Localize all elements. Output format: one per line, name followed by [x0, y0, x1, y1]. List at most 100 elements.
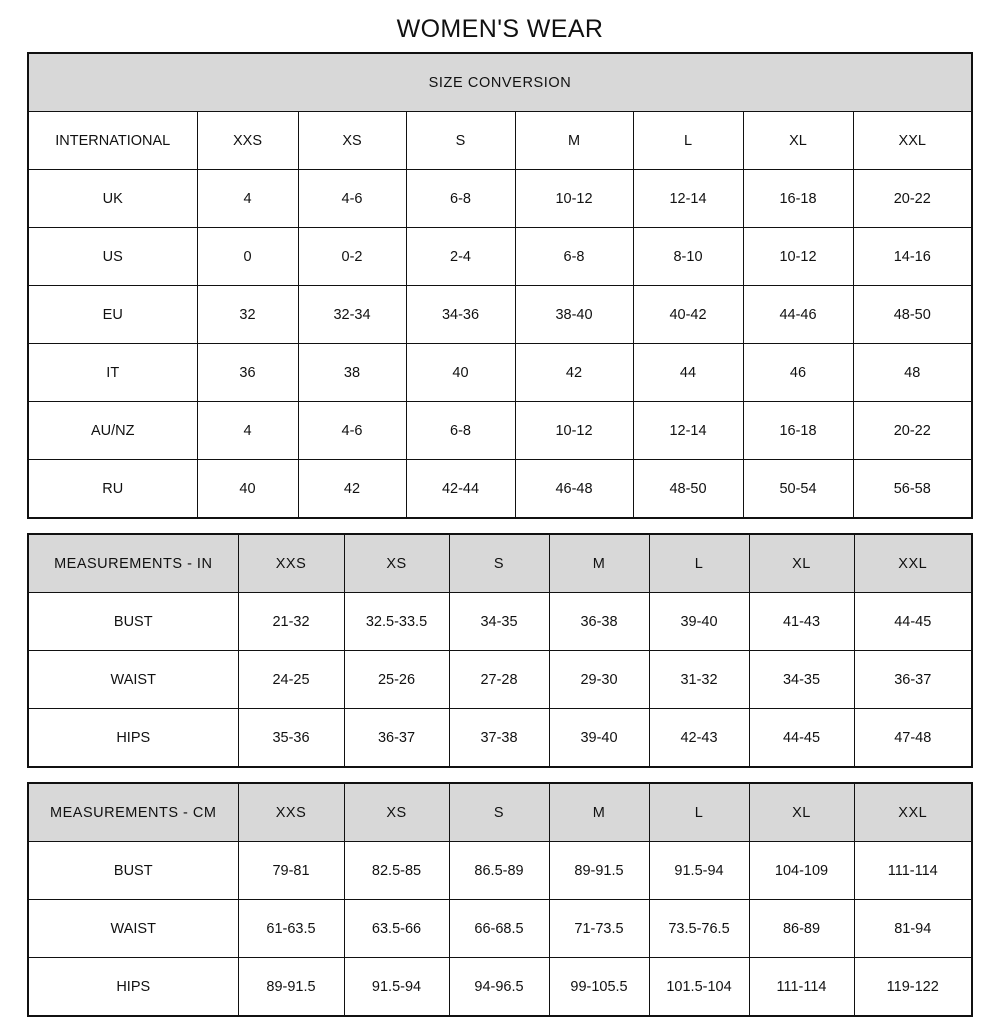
column-header-xxs: XXS — [237, 533, 345, 593]
measurements-cm-header-row: MEASUREMENTS - CM XXS XS S M L XL XXL — [27, 782, 973, 842]
cell: 32.5-33.5 — [343, 592, 450, 651]
cell: 71-73.5 — [548, 899, 650, 958]
size-conversion-header-row: INTERNATIONAL XXS XS S M L XL XXL — [27, 111, 973, 170]
cell: 8-10 — [632, 227, 744, 286]
column-header-l: L — [648, 782, 750, 842]
page-title: WOMEN'S WEAR — [396, 15, 604, 43]
cell: 56-58 — [852, 459, 973, 519]
cell: 44-45 — [853, 592, 973, 651]
cell: 36-38 — [548, 592, 650, 651]
table-row: HIPS 35-36 36-37 37-38 39-40 42-43 44-45… — [27, 708, 973, 768]
column-header-xs: XS — [343, 533, 450, 593]
cell: 27-28 — [448, 650, 550, 709]
cell: 119-122 — [853, 957, 973, 1017]
column-header-m: M — [548, 782, 650, 842]
size-conversion-banner-row: SIZE CONVERSION — [27, 52, 973, 112]
column-header-xxl: XXL — [852, 111, 973, 170]
column-header-international: INTERNATIONAL — [27, 111, 198, 170]
cell: 4 — [196, 169, 299, 228]
table-row: EU 32 32-34 34-36 38-40 40-42 44-46 48-5… — [27, 285, 973, 344]
cell: 91.5-94 — [343, 957, 450, 1017]
column-header-xl: XL — [742, 111, 854, 170]
cell: 36-37 — [343, 708, 450, 768]
cell: 63.5-66 — [343, 899, 450, 958]
cell: 48-50 — [632, 459, 744, 519]
column-header-measurements-cm: MEASUREMENTS - CM — [27, 782, 239, 842]
row-label-hips: HIPS — [27, 708, 239, 768]
column-header-xl: XL — [748, 533, 855, 593]
row-label-bust: BUST — [27, 841, 239, 900]
row-label-ru: RU — [27, 459, 198, 519]
cell: 34-35 — [748, 650, 855, 709]
cell: 21-32 — [237, 592, 345, 651]
cell: 16-18 — [742, 401, 854, 460]
measurements-in-header-row: MEASUREMENTS - IN XXS XS S M L XL XXL — [27, 533, 973, 593]
cell: 89-91.5 — [237, 957, 345, 1017]
table-row: RU 40 42 42-44 46-48 48-50 50-54 56-58 — [27, 459, 973, 519]
cell: 40 — [196, 459, 299, 519]
cell: 89-91.5 — [548, 841, 650, 900]
cell: 41-43 — [748, 592, 855, 651]
column-header-xxl: XXL — [853, 533, 973, 593]
cell: 86-89 — [748, 899, 855, 958]
cell: 61-63.5 — [237, 899, 345, 958]
cell: 99-105.5 — [548, 957, 650, 1017]
cell: 66-68.5 — [448, 899, 550, 958]
cell: 101.5-104 — [648, 957, 750, 1017]
cell: 111-114 — [853, 841, 973, 900]
column-header-m: M — [514, 111, 634, 170]
column-header-m: M — [548, 533, 650, 593]
cell: 32-34 — [297, 285, 407, 344]
column-header-l: L — [632, 111, 744, 170]
cell: 14-16 — [852, 227, 973, 286]
cell: 12-14 — [632, 169, 744, 228]
cell: 10-12 — [742, 227, 854, 286]
size-conversion-banner: SIZE CONVERSION — [27, 52, 973, 112]
cell: 86.5-89 — [448, 841, 550, 900]
cell: 4-6 — [297, 169, 407, 228]
cell: 36 — [196, 343, 299, 402]
row-label-us: US — [27, 227, 198, 286]
cell: 94-96.5 — [448, 957, 550, 1017]
column-header-xxs: XXS — [237, 782, 345, 842]
cell: 4 — [196, 401, 299, 460]
cell: 47-48 — [853, 708, 973, 768]
cell: 42-44 — [405, 459, 516, 519]
row-label-hips: HIPS — [27, 957, 239, 1017]
row-label-waist: WAIST — [27, 899, 239, 958]
table-row: HIPS 89-91.5 91.5-94 94-96.5 99-105.5 10… — [27, 957, 973, 1017]
table-row: US 0 0-2 2-4 6-8 8-10 10-12 14-16 — [27, 227, 973, 286]
cell: 40-42 — [632, 285, 744, 344]
cell: 10-12 — [514, 401, 634, 460]
cell: 16-18 — [742, 169, 854, 228]
column-header-s: S — [448, 533, 550, 593]
cell: 91.5-94 — [648, 841, 750, 900]
cell: 46 — [742, 343, 854, 402]
cell: 42 — [297, 459, 407, 519]
cell: 31-32 — [648, 650, 750, 709]
cell: 2-4 — [405, 227, 516, 286]
cell: 12-14 — [632, 401, 744, 460]
cell: 0-2 — [297, 227, 407, 286]
table-gap — [0, 768, 1000, 782]
column-header-xxl: XXL — [853, 782, 973, 842]
cell: 38 — [297, 343, 407, 402]
cell: 73.5-76.5 — [648, 899, 750, 958]
column-header-l: L — [648, 533, 750, 593]
row-label-aunz: AU/NZ — [27, 401, 198, 460]
cell: 20-22 — [852, 401, 973, 460]
cell: 42 — [514, 343, 634, 402]
cell: 111-114 — [748, 957, 855, 1017]
row-label-it: IT — [27, 343, 198, 402]
cell: 4-6 — [297, 401, 407, 460]
cell: 36-37 — [853, 650, 973, 709]
cell: 79-81 — [237, 841, 345, 900]
cell: 6-8 — [405, 401, 516, 460]
cell: 50-54 — [742, 459, 854, 519]
column-header-xxs: XXS — [196, 111, 299, 170]
cell: 42-43 — [648, 708, 750, 768]
cell: 48 — [852, 343, 973, 402]
cell: 6-8 — [405, 169, 516, 228]
table-row: BUST 79-81 82.5-85 86.5-89 89-91.5 91.5-… — [27, 841, 973, 900]
column-header-s: S — [405, 111, 516, 170]
